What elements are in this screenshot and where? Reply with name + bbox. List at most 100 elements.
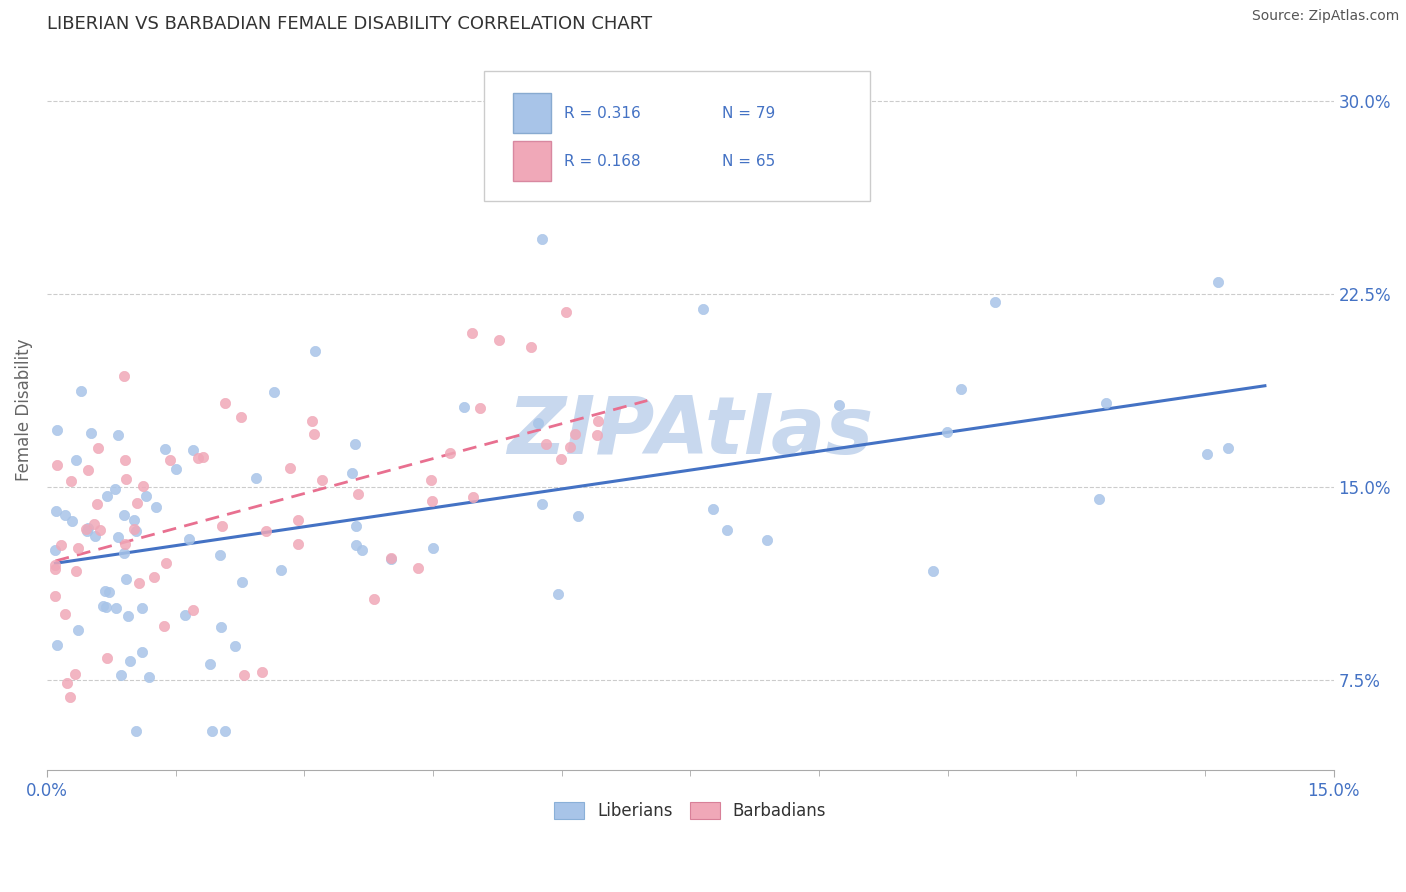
Point — [45, 458, 67, 472]
Point — [756, 533, 779, 547]
Legend: Liberians, Barbadians: Liberians, Barbadians — [547, 795, 832, 827]
Point — [527, 416, 550, 430]
Point — [173, 608, 195, 623]
Point — [344, 538, 367, 552]
Point — [114, 452, 136, 467]
Point — [107, 530, 129, 544]
Point — [586, 414, 609, 428]
Point — [214, 396, 236, 410]
Point — [344, 519, 367, 533]
Point — [1095, 396, 1118, 410]
Point — [187, 450, 209, 465]
Point — [131, 478, 153, 492]
FancyBboxPatch shape — [484, 71, 870, 201]
Point — [142, 570, 165, 584]
Point — [554, 305, 576, 319]
Text: R = 0.168: R = 0.168 — [564, 154, 641, 169]
Point — [131, 601, 153, 615]
Point — [104, 483, 127, 497]
Point — [949, 382, 972, 396]
Point — [530, 497, 553, 511]
Point — [419, 473, 441, 487]
Text: N = 79: N = 79 — [723, 106, 776, 120]
Point — [60, 474, 83, 488]
Point — [564, 427, 586, 442]
Point — [112, 369, 135, 384]
Point — [131, 645, 153, 659]
Point — [145, 500, 167, 514]
Point — [89, 523, 111, 537]
Point — [935, 425, 957, 439]
Point — [67, 541, 90, 556]
Point — [214, 724, 236, 739]
Point — [97, 585, 120, 599]
Point — [153, 618, 176, 632]
Point — [66, 624, 89, 638]
Point — [44, 558, 66, 572]
Point — [125, 524, 148, 538]
Point — [439, 446, 461, 460]
Point — [488, 333, 510, 347]
Point — [461, 490, 484, 504]
Point — [135, 489, 157, 503]
Point — [534, 436, 557, 450]
Point — [340, 466, 363, 480]
Point — [278, 460, 301, 475]
Text: N = 65: N = 65 — [723, 154, 776, 169]
Text: LIBERIAN VS BARBADIAN FEMALE DISABILITY CORRELATION CHART: LIBERIAN VS BARBADIAN FEMALE DISABILITY … — [46, 15, 652, 33]
Point — [200, 657, 222, 671]
Point — [65, 453, 87, 467]
Point — [104, 601, 127, 615]
Point — [558, 440, 581, 454]
Point — [117, 608, 139, 623]
Point — [567, 509, 589, 524]
Point — [585, 427, 607, 442]
Point — [44, 542, 66, 557]
Point — [112, 508, 135, 522]
Point — [547, 587, 569, 601]
Point — [344, 437, 367, 451]
Text: ZIPAtlas: ZIPAtlas — [508, 392, 873, 470]
Point — [287, 537, 309, 551]
Point — [45, 423, 67, 437]
Point — [84, 529, 107, 543]
Point — [96, 599, 118, 614]
Point — [55, 675, 77, 690]
Point — [86, 497, 108, 511]
Point — [380, 551, 402, 566]
Point — [77, 463, 100, 477]
Point — [1197, 447, 1219, 461]
Point — [122, 513, 145, 527]
Point — [827, 398, 849, 412]
Point — [53, 508, 76, 523]
Point — [120, 654, 142, 668]
Point — [62, 514, 84, 528]
Point — [208, 549, 231, 563]
Point — [420, 494, 443, 508]
Point — [96, 489, 118, 503]
Point — [520, 340, 543, 354]
Point — [44, 589, 66, 603]
Point — [77, 521, 100, 535]
Point — [229, 410, 252, 425]
Point — [122, 521, 145, 535]
Point — [270, 564, 292, 578]
Text: Source: ZipAtlas.com: Source: ZipAtlas.com — [1251, 9, 1399, 23]
Point — [69, 384, 91, 398]
Point — [287, 513, 309, 527]
Point — [114, 546, 136, 560]
Point — [53, 607, 76, 621]
Y-axis label: Female Disability: Female Disability — [15, 339, 32, 481]
Point — [304, 343, 326, 358]
Point — [716, 523, 738, 537]
Point — [125, 724, 148, 739]
Point — [179, 532, 201, 546]
Point — [461, 326, 484, 341]
Point — [45, 504, 67, 518]
Point — [155, 556, 177, 570]
Point — [125, 496, 148, 510]
Point — [530, 232, 553, 246]
Point — [1088, 492, 1111, 507]
Point — [233, 668, 256, 682]
Point — [46, 638, 69, 652]
